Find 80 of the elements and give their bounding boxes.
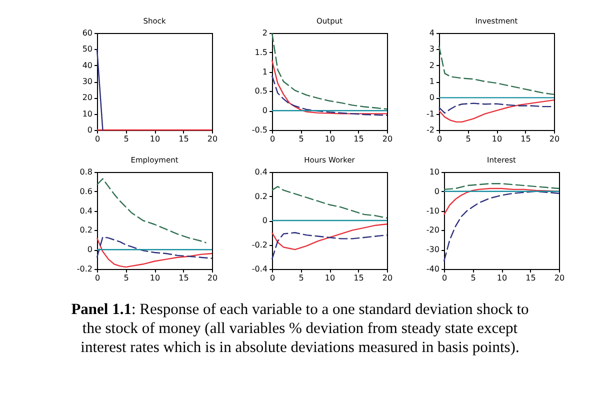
y-tick-label: -40	[426, 264, 440, 274]
x-tick-label: 20	[549, 134, 560, 144]
y-tick-label: 0.4	[254, 168, 268, 176]
x-tick-label: 15	[354, 134, 364, 144]
line-series	[438, 45, 555, 96]
y-tick-label: 4	[429, 28, 434, 38]
y-tick-label: -2	[426, 126, 434, 134]
x-tick-label: 0	[270, 274, 276, 282]
y-tick-label: 1	[429, 77, 434, 86]
y-tick-label: -30	[426, 245, 440, 254]
y-tick-label: -0.2	[76, 264, 92, 274]
line-series	[271, 75, 388, 116]
x-tick-label: 10	[496, 274, 508, 282]
y-tick-label: 0	[262, 106, 268, 116]
y-tick-label: 0	[262, 216, 268, 225]
x-tick-label: 15	[526, 274, 536, 282]
y-tick-label: 3	[429, 44, 434, 54]
line-series	[96, 236, 213, 259]
y-tick-label: -20	[426, 226, 440, 235]
x-tick-label: 5	[124, 134, 129, 144]
line-series	[271, 186, 388, 219]
x-tick-label: 10	[150, 134, 160, 144]
y-tick-label: 2	[429, 60, 434, 70]
y-tick-label: 0.2	[254, 192, 268, 201]
y-tick-label: 0	[429, 93, 434, 102]
x-tick-label: 20	[207, 274, 218, 282]
text: Panel 1.1: Response of each variable to a one standard deviation shock to the stock of money (all variables % deviation from steady state except interest rates which is in absolute deviations measured in basis points).	[70, 300, 530, 357]
line-series	[96, 178, 207, 244]
y-tick-label: 0.5	[254, 86, 268, 96]
y-tick-label: 30	[82, 77, 92, 86]
y-tick-label: 0	[87, 126, 92, 134]
y-tick-label: 0	[434, 186, 440, 196]
x-tick-label: 20	[554, 274, 565, 282]
x-tick-label: 15	[178, 274, 189, 282]
y-tick-label: 50	[82, 44, 92, 54]
y-tick-label: 0	[87, 245, 92, 254]
y-tick-label: -1	[426, 109, 434, 118]
line-series	[443, 190, 560, 262]
y-tick-label: 10	[429, 168, 440, 176]
y-tick-label: 0.2	[80, 226, 92, 235]
x-tick-label: 15	[520, 134, 531, 144]
line-series	[271, 60, 388, 114]
y-tick-label: 0.6	[80, 186, 92, 196]
x-tick-label: 10	[324, 274, 336, 282]
x-tick-label: 5	[298, 274, 304, 282]
x-tick-label: 5	[124, 274, 129, 282]
x-tick-label: 10	[324, 134, 336, 144]
line-series	[96, 237, 213, 268]
x-tick-label: 5	[298, 134, 304, 144]
y-tick-label: 2	[262, 28, 268, 38]
y-tick-label: -10	[426, 206, 440, 216]
x-tick-label: 5	[470, 274, 476, 282]
x-tick-label: 0	[270, 134, 276, 144]
x-tick-label: 0	[442, 274, 448, 282]
y-tick-label: 0.8	[80, 168, 92, 176]
y-tick-label: 1.5	[254, 48, 268, 57]
x-tick-label: 0	[94, 134, 100, 144]
y-tick-label: -0.5	[252, 126, 268, 134]
x-tick-label: 20	[382, 134, 393, 144]
y-tick-label: 20	[82, 93, 92, 102]
x-tick-label: 10	[492, 134, 502, 144]
x-tick-label: 5	[466, 134, 471, 144]
line-series	[443, 188, 560, 216]
x-tick-label: 15	[354, 274, 364, 282]
line-series	[271, 232, 388, 260]
line-series	[438, 99, 555, 123]
x-tick-label: 15	[178, 134, 189, 144]
y-tick-label: -0.4	[252, 264, 268, 274]
line-series	[271, 32, 388, 110]
y-tick-label: 10	[82, 109, 92, 118]
y-tick-label: -0.2	[252, 240, 268, 250]
y-tick-label: 60	[82, 28, 92, 38]
line-series	[271, 224, 388, 250]
y-tick-label: 1	[262, 67, 268, 76]
x-tick-label: 0	[94, 274, 100, 282]
x-tick-label: 20	[207, 134, 218, 144]
y-tick-label: 40	[82, 60, 92, 70]
y-tick-label: 0.4	[80, 206, 92, 216]
x-tick-label: 10	[150, 274, 160, 282]
x-tick-label: 20	[382, 274, 393, 282]
